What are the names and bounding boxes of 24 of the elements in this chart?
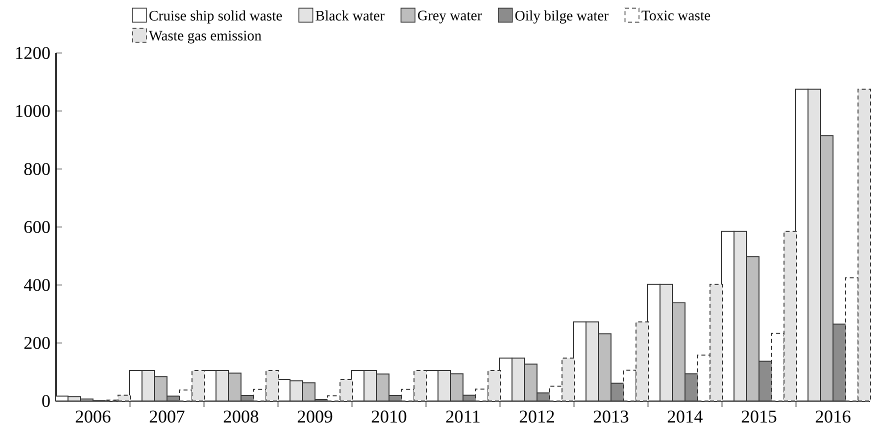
x-tick-label: 2006: [76, 410, 110, 423]
x-tick-label: 2015: [742, 410, 776, 423]
y-tick-label: 0: [42, 394, 50, 408]
legend-label: Waste gas emission: [148, 30, 262, 44]
y-tick-label: 400: [24, 278, 50, 292]
x-tick-label: 2009: [298, 410, 332, 423]
x-tick-label: 2013: [594, 410, 628, 423]
x-tick-label: 2011: [446, 410, 480, 423]
y-tick-label: 1000: [16, 104, 50, 118]
x-tick-label: 2008: [224, 410, 258, 423]
x-tick-label: 2016: [816, 410, 850, 423]
y-tick-label: 600: [24, 220, 50, 234]
legend-label: Grey water: [418, 10, 482, 24]
legend-label: Oily bilge water: [515, 10, 608, 24]
y-tick-label: 200: [24, 336, 50, 350]
x-tick-label: 2012: [520, 410, 554, 423]
y-tick-label: 1200: [16, 46, 50, 60]
legend-label: Black water: [316, 10, 384, 21]
x-tick-label: 2014: [668, 410, 703, 423]
x-tick-label: 2010: [372, 410, 406, 423]
x-tick-label: 2007: [150, 410, 184, 423]
legend-label: Toxic waste: [642, 10, 710, 20]
legend-label: Cruise ship solid waste: [149, 10, 282, 24]
y-tick-label: 800: [24, 162, 50, 176]
